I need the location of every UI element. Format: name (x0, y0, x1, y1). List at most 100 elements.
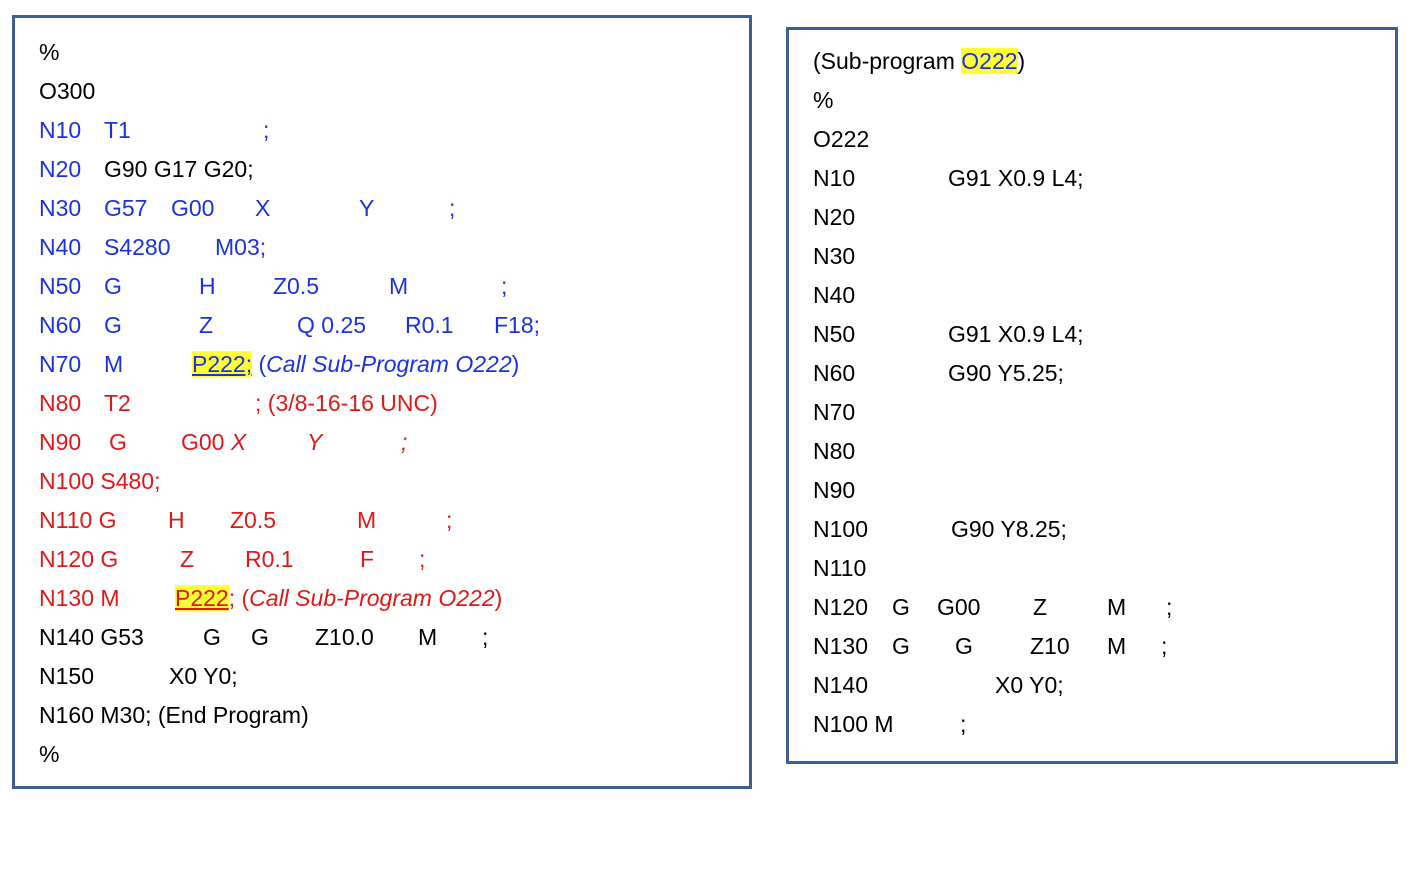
code-word: F (360, 546, 375, 572)
code-word: X (230, 429, 247, 455)
sub-line-n60: N60 G90 Y5.25; (813, 358, 1373, 388)
code-word: G (892, 633, 910, 659)
sub-line-n140: N140 X0 Y0; (813, 670, 1373, 700)
p222-highlight: P222; (192, 351, 253, 377)
code-word: M (1107, 633, 1127, 659)
code-word: G90 Y5.25; (948, 360, 1064, 386)
code-word: H (168, 507, 185, 533)
code-word: Z (199, 312, 214, 338)
code-line-n10: N10 T1 ; (39, 115, 739, 145)
code-line-n20: N20 G90 G17 G20; (39, 154, 739, 184)
code-text: N130 M (39, 585, 120, 611)
sub-program-panel: (Sub-program O222) % O222 N10 G91 X0.9 L… (786, 27, 1398, 764)
code-word: X (255, 195, 271, 221)
sub-line-n80: N80 (813, 436, 1373, 466)
code-word: ; (1161, 633, 1168, 659)
block-number: N130 (813, 633, 868, 659)
code-line-n140: N140 G53 G G Z10.0 M ; (39, 622, 739, 652)
code-word: G91 X0.9 L4; (948, 321, 1084, 347)
code-word: M (357, 507, 377, 533)
code-word: Z (1033, 594, 1048, 620)
code-word: G00 (181, 429, 231, 455)
code-word: Y (307, 429, 323, 455)
sub-line-n90: N90 (813, 475, 1373, 505)
code-word: T1 (104, 117, 131, 143)
block-number: N100 (813, 516, 868, 542)
block-number: N40 (813, 282, 856, 308)
code-word: Z10 (1030, 633, 1070, 659)
sub-line-n30: N30 (813, 241, 1373, 271)
sub-line-n40: N40 (813, 280, 1373, 310)
percent-text: % (813, 87, 834, 113)
code-word: R0.1 (405, 312, 454, 338)
code-word: G90 G17 G20; (104, 156, 254, 182)
code-line-n110: N110 G H Z0.5 M ; (39, 505, 739, 535)
block-number: N10 (813, 165, 856, 191)
percent-text: % (39, 741, 60, 767)
code-word: G (109, 429, 127, 455)
code-line-n40: N40 S4280 M03; (39, 232, 739, 262)
code-text: N110 G (39, 507, 117, 533)
code-word: M (418, 624, 438, 650)
code-line-n100: N100 S480; (39, 466, 739, 496)
sub-line-n20: N20 (813, 202, 1373, 232)
sub-line-n10: N10 G91 X0.9 L4; (813, 163, 1373, 193)
code-word: G00 (937, 594, 981, 620)
block-number: N140 (813, 672, 868, 698)
code-word: G91 X0.9 L4; (948, 165, 1084, 191)
program-number-text: O222 (813, 126, 870, 152)
code-word: G (203, 624, 221, 650)
code-word: Z0.5 (273, 273, 320, 299)
code-word: ; (482, 624, 489, 650)
subprogram-call: P222; (Call Sub-Program O222) (175, 583, 502, 613)
percent-text: % (39, 39, 60, 65)
code-word: ; (446, 507, 453, 533)
block-number: N120 (813, 594, 868, 620)
code-line-n80: N80 T2 ; (3/8-16-16 UNC) (39, 388, 739, 418)
sub-line-n110: N110 (813, 553, 1373, 583)
code-word: G (104, 312, 122, 338)
code-text: N120 G (39, 546, 119, 572)
code-line-n60: N60 G Z Q 0.25 R0.1 F18; (39, 310, 739, 340)
block-number: N50 (39, 273, 82, 299)
code-line-n30: N30 G57 G00 X Y ; (39, 193, 739, 223)
code-line-n150: N150 X0 Y0; (39, 661, 739, 691)
block-number: N70 (39, 351, 82, 377)
code-word: G00 (171, 195, 215, 221)
code-word: Z10.0 (315, 624, 374, 650)
block-number: N20 (39, 156, 82, 182)
o222-highlight: O222 (961, 48, 1018, 74)
code-word: ; (263, 117, 270, 143)
block-number: N10 (39, 117, 82, 143)
sub-line-n100: N100 G90 Y8.25; (813, 514, 1373, 544)
code-word: G (892, 594, 910, 620)
block-number: N30 (813, 243, 856, 269)
sub-line-n50: N50 G91 X0.9 L4; (813, 319, 1373, 349)
code-word: S4280 (104, 234, 171, 260)
code-word: ; (401, 429, 408, 455)
block-number: N80 (39, 390, 82, 416)
code-line-n160: N160 M30; (End Program) (39, 700, 739, 730)
code-word: R0.1 (245, 546, 294, 572)
code-word: G90 Y8.25; (951, 516, 1067, 542)
code-word: M (1107, 594, 1127, 620)
comment-text: Call Sub-Program O222 (249, 585, 495, 611)
block-number: N110 (813, 555, 867, 581)
code-word: M (389, 273, 409, 299)
sub-line-n100-m: N100 M ; (813, 709, 1373, 739)
code-word: X0 Y0; (995, 672, 1064, 698)
code-word: Z (180, 546, 195, 572)
block-number: N20 (813, 204, 856, 230)
header-suffix: ) (1017, 48, 1026, 74)
subprogram-call: P222; (Call Sub-Program O222) (192, 349, 519, 379)
code-word: T2 (104, 390, 131, 416)
program-number-text: O300 (39, 78, 96, 104)
code-word: G (104, 273, 122, 299)
p222-highlight: P222 (175, 585, 229, 611)
block-number: N60 (813, 360, 856, 386)
code-text: N100 S480; (39, 468, 161, 494)
block-number: N70 (813, 399, 856, 425)
code-word: Q 0.25 (297, 312, 367, 338)
code-line-n70: N70 M P222; (Call Sub-Program O222) (39, 349, 749, 379)
code-word: ; (1166, 594, 1173, 620)
